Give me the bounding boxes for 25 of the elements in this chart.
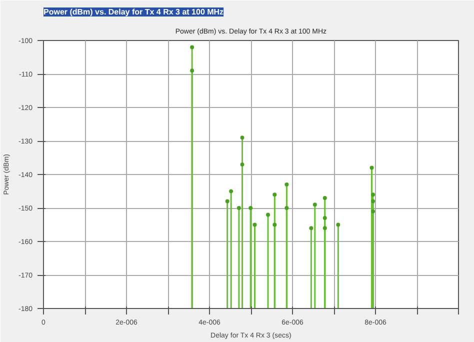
- point: [252, 222, 257, 227]
- point: [370, 166, 374, 170]
- text: Power (dBm) vs. Delay for Tx 4 Rx 3 at 100 MHz: [44, 8, 224, 16]
- point: [190, 45, 194, 50]
- point: [309, 226, 314, 230]
- point: [240, 162, 244, 166]
- point: [248, 206, 253, 210]
- point: [312, 202, 317, 207]
- point: [336, 222, 340, 227]
- point: [371, 192, 376, 197]
- point: [272, 192, 277, 197]
- point: [229, 189, 234, 194]
- point: [236, 206, 241, 210]
- point: [371, 199, 376, 204]
- point: [322, 216, 327, 220]
- point: [240, 136, 244, 140]
- point: [284, 182, 289, 187]
- point: [190, 68, 194, 73]
- point: [272, 222, 277, 227]
- point: [322, 196, 327, 200]
- point: [371, 209, 376, 214]
- point: [225, 199, 230, 204]
- point: [284, 206, 289, 210]
- point: [266, 212, 270, 217]
- point: [322, 226, 327, 230]
